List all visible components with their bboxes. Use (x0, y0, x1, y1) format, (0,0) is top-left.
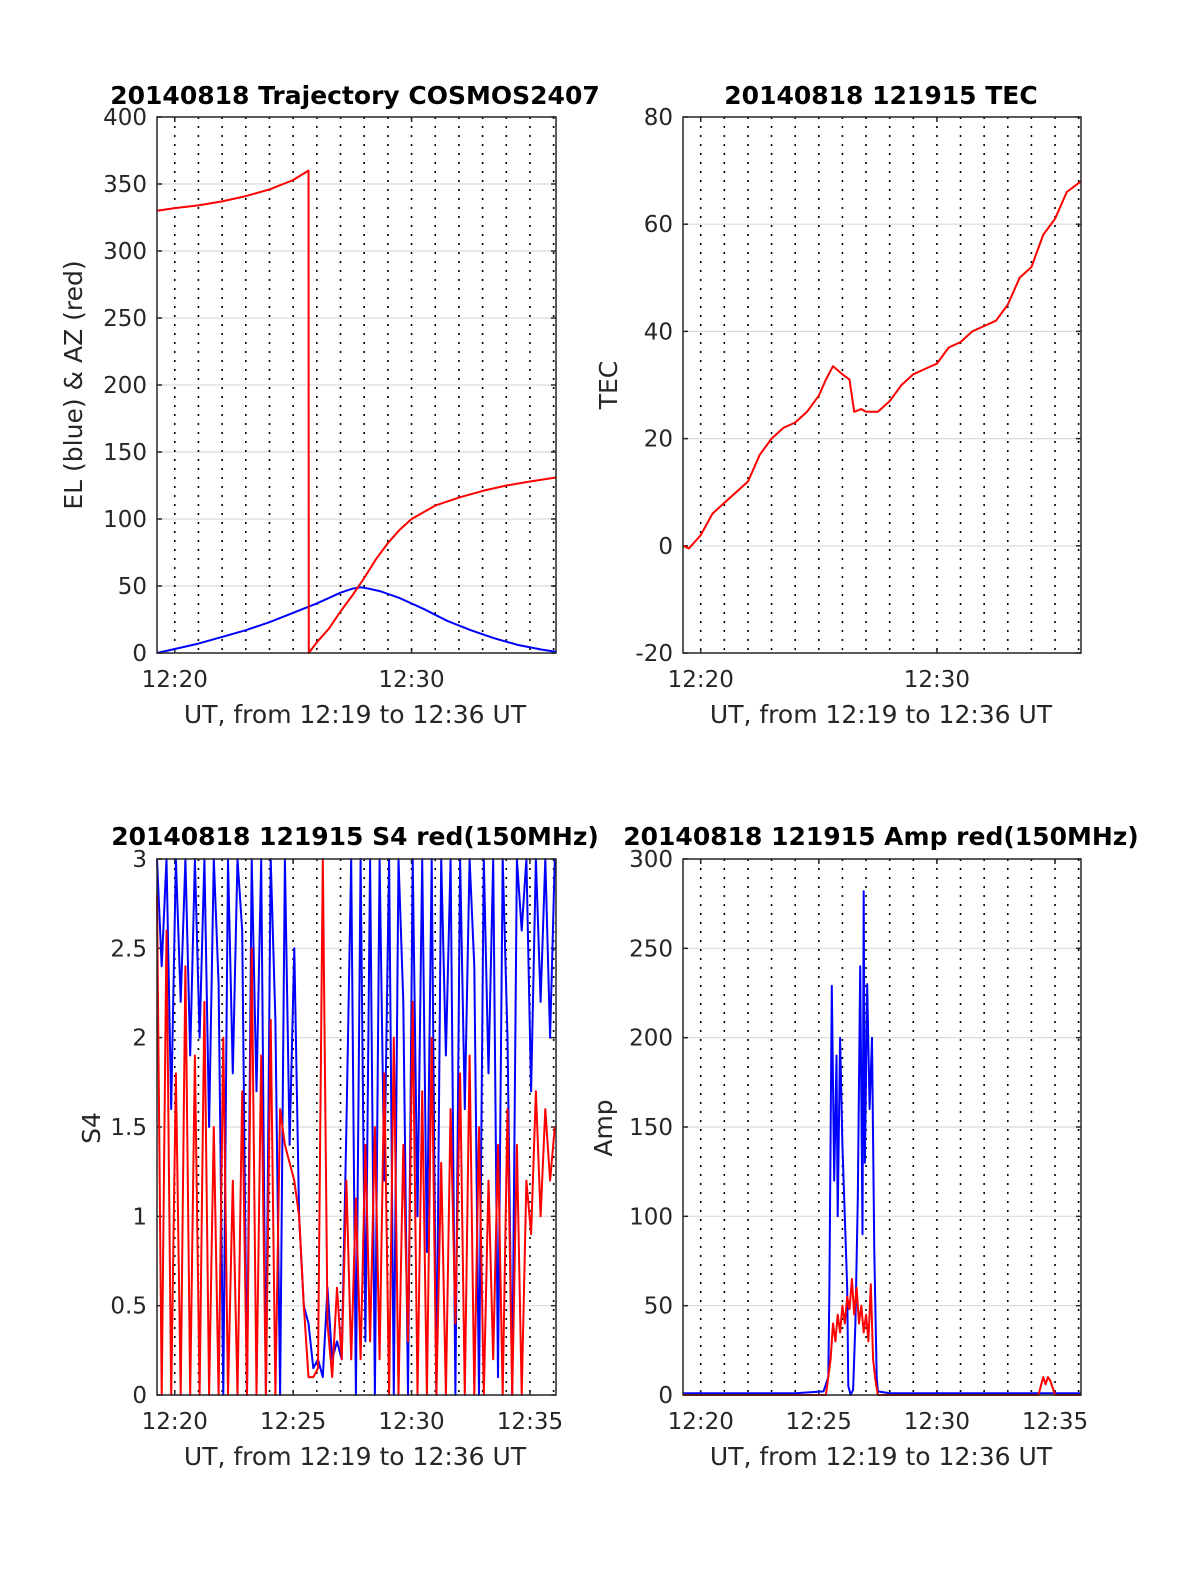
x-tick-label: 12:35 (1022, 1409, 1088, 1435)
tec-x-ticks: 12:20 12:30 (668, 117, 970, 693)
amp-panel: 20140818 121915 Amp red(150MHz) 0 50 100 15… (589, 822, 1139, 1471)
amp-title: 20140818 121915 Amp red(150MHz) (623, 822, 1139, 851)
tec-y-label: TEC (594, 361, 623, 411)
y-tick-label: 100 (103, 507, 147, 533)
amp-series-blue-line (683, 890, 1081, 1396)
tec-grid (683, 116, 1081, 654)
x-tick-label: 12:20 (142, 1409, 208, 1435)
x-tick-label: 12:30 (378, 1409, 444, 1435)
trajectory-x-label: UT, from 12:19 to 12:36 UT (184, 700, 527, 729)
y-tick-label: 20 (644, 427, 673, 453)
x-tick-label: 12:20 (142, 667, 208, 693)
x-tick-label: 12:20 (668, 667, 734, 693)
trajectory-series-blue-line (156, 586, 557, 654)
trajectory-y-label: EL (blue) & AZ (red) (59, 260, 88, 509)
y-tick-label: 80 (644, 105, 673, 131)
y-tick-label: 1 (132, 1204, 147, 1230)
y-tick-label: 150 (103, 440, 147, 466)
trajectory-y-ticks: 0 50 100 150 200 250 300 350 400 (103, 105, 556, 667)
y-tick-label: 3 (132, 847, 147, 873)
y-tick-label: 0 (658, 534, 673, 560)
y-tick-label: 350 (103, 172, 147, 198)
y-tick-label: 50 (644, 1294, 673, 1320)
x-tick-label: 12:20 (668, 1409, 734, 1435)
y-tick-label: 250 (629, 936, 673, 962)
s4-y-label: S4 (77, 1112, 106, 1144)
s4-title: 20140818 121915 S4 red(150MHz) (111, 822, 599, 851)
y-tick-label: 50 (118, 574, 147, 600)
y-tick-label: -20 (635, 641, 673, 667)
s4-series-red-line (156, 858, 556, 1396)
amp-y-ticks: 0 50 100 150 200 250 300 (629, 847, 1081, 1409)
trajectory-axes-frame (156, 116, 557, 654)
y-tick-label: 2 (132, 1026, 147, 1052)
x-tick-label: 12:30 (904, 667, 970, 693)
tec-y-ticks: -20 0 20 40 60 80 (635, 105, 1081, 667)
trajectory-title: 20140818 Trajectory COSMOS2407 (110, 81, 600, 110)
s4-panel: 20140818 121915 S4 red(150MHz) 0 0.5 1 1.5 2… (77, 822, 599, 1471)
amp-series (683, 890, 1081, 1396)
x-tick-label: 12:25 (260, 1409, 326, 1435)
s4-y-ticks: 0 0.5 1 1.5 2 2.5 3 (110, 847, 556, 1409)
y-tick-label: 2.5 (110, 936, 147, 962)
y-tick-label: 0 (658, 1383, 673, 1409)
tec-x-label: UT, from 12:19 to 12:36 UT (710, 700, 1053, 729)
y-tick-label: 200 (629, 1026, 673, 1052)
y-tick-label: 0 (132, 641, 147, 667)
tec-title: 20140818 121915 TEC (724, 81, 1037, 110)
amp-grid (683, 858, 1081, 1396)
y-tick-label: 150 (629, 1115, 673, 1141)
trajectory-panel: 20140818 Trajectory COSMOS2407 0 50 100 150… (59, 81, 600, 729)
y-tick-label: 100 (629, 1204, 673, 1230)
s4-x-label: UT, from 12:19 to 12:36 UT (184, 1442, 527, 1471)
x-tick-label: 12:25 (786, 1409, 852, 1435)
s4-axes-frame (156, 858, 557, 1396)
amp-x-ticks: 12:20 12:25 12:30 12:35 (668, 859, 1088, 1435)
tec-series (682, 180, 1082, 550)
y-tick-label: 300 (103, 239, 147, 265)
y-tick-label: 250 (103, 306, 147, 332)
trajectory-grid (157, 116, 556, 654)
y-tick-label: 400 (103, 105, 147, 131)
trajectory-x-ticks: 12:20 12:30 (142, 117, 445, 693)
trajectory-series (156, 169, 557, 654)
tec-axes-frame (682, 116, 1082, 654)
amp-series-red-line (683, 1277, 1081, 1396)
trajectory-series-red-line (156, 169, 557, 654)
y-tick-label: 300 (629, 847, 673, 873)
amp-x-label: UT, from 12:19 to 12:36 UT (710, 1442, 1053, 1471)
amp-y-label: Amp (589, 1099, 618, 1156)
y-tick-label: 200 (103, 373, 147, 399)
y-tick-label: 0 (132, 1383, 147, 1409)
x-tick-label: 12:30 (378, 667, 444, 693)
amp-axes-frame (682, 858, 1082, 1396)
tec-series-red-line (682, 180, 1082, 550)
y-tick-label: 60 (644, 212, 673, 238)
y-tick-label: 40 (644, 319, 673, 345)
y-tick-label: 0.5 (110, 1294, 147, 1320)
x-tick-label: 12:35 (497, 1409, 563, 1435)
s4-x-ticks: 12:20 12:25 12:30 12:35 (142, 859, 563, 1435)
x-tick-label: 12:30 (904, 1409, 970, 1435)
y-tick-label: 1.5 (110, 1115, 147, 1141)
